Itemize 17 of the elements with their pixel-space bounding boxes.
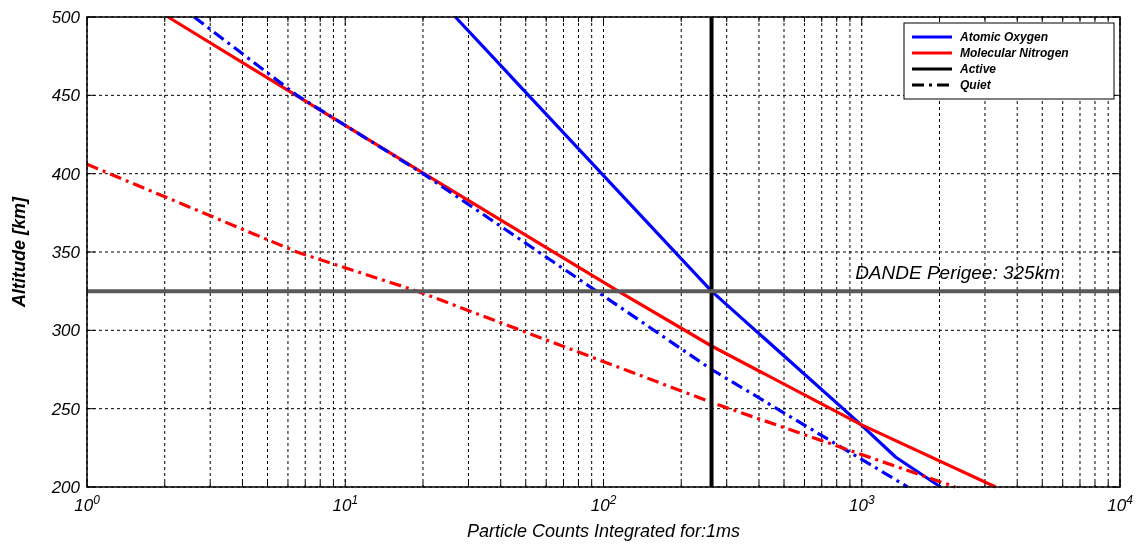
y-tick-label: 450 (51, 86, 81, 106)
y-tick-label: 300 (51, 321, 81, 341)
ref-line-label: DANDE Perigee: 325km (855, 262, 1060, 284)
y-tick-label: 350 (51, 243, 81, 262)
legend-label: Molecular Nitrogen (960, 46, 1069, 60)
x-tick-label: 10$^{1}$ (332, 493, 359, 515)
y-tick-label: 250 (50, 399, 81, 419)
y-tick-label: 500 (51, 8, 81, 27)
x-tick-label: 10$^{4}$ (1107, 493, 1134, 515)
x-axis-title: Particle Counts Integrated for:1ms (466, 521, 741, 541)
legend-label: Atomic Oxygen (959, 30, 1049, 44)
x-tick-label: 10$^{3}$ (848, 493, 875, 515)
legend-label: Active (959, 62, 997, 76)
y-axis-title: Altitude [km] (9, 196, 29, 308)
x-tick-label: 10$^{2}$ (590, 493, 617, 515)
legend-label: Quiet (960, 78, 992, 92)
y-tick-label: 400 (51, 164, 81, 184)
